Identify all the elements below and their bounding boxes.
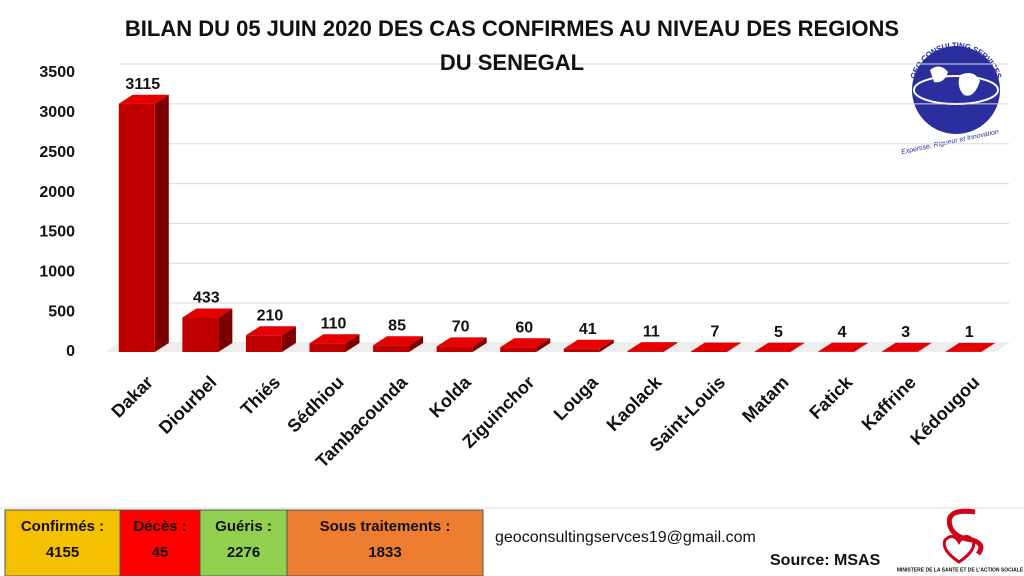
x-tick-label: Matam: [738, 372, 792, 426]
summary-label: Confirmés :: [21, 518, 104, 535]
value-label: 4: [838, 324, 847, 341]
x-tick-label: Kédougou: [906, 372, 983, 449]
bar-top: [118, 94, 169, 104]
y-tick-label: 1500: [39, 224, 75, 241]
bar-side: [663, 342, 678, 352]
bar-top: [754, 342, 805, 352]
value-label: 210: [257, 307, 284, 324]
bar-side: [409, 336, 424, 352]
value-label: 433: [193, 290, 220, 307]
x-tick-label: Fatick: [805, 371, 857, 423]
bar-side: [345, 334, 360, 352]
value-label: 110: [321, 315, 347, 332]
value-label: 7: [710, 324, 719, 341]
bar: [309, 343, 346, 352]
value-label: 3115: [125, 76, 160, 93]
y-tick-label: 3000: [39, 104, 75, 121]
bar: [118, 103, 155, 352]
summary-label: Sous traitements :: [320, 518, 451, 535]
bar-top: [881, 342, 932, 352]
x-tick-label: Dakar: [107, 372, 157, 422]
x-tick-label: Thiés: [237, 372, 284, 419]
y-tick-label: 1000: [39, 264, 75, 281]
bar: [627, 351, 664, 352]
value-label: 70: [452, 319, 470, 336]
y-tick-label: 500: [48, 303, 75, 320]
bar-top: [436, 337, 487, 347]
x-tick-label: Kaffrine: [858, 372, 920, 434]
value-label: 3: [901, 324, 910, 341]
ministry-logo: MINISTERE DE LA SANTE ET DE L'ACTION SOC…: [897, 508, 1024, 573]
bar: [245, 335, 282, 352]
summary-value: 2276: [227, 544, 260, 561]
x-tick-label: Kolda: [425, 371, 475, 421]
ministry-name: MINISTERE DE LA SANTE ET DE L'ACTION SOC…: [897, 567, 1024, 573]
bar-side: [281, 326, 296, 352]
y-tick-label: 0: [66, 343, 75, 360]
summary-box: [4, 509, 121, 576]
bar-top: [309, 334, 360, 344]
summary-box: [119, 509, 201, 576]
bar-top: [690, 342, 741, 352]
bar-top: [373, 336, 424, 346]
x-tick-label: Sédhiou: [283, 372, 347, 436]
summary-value: 1833: [368, 544, 401, 561]
y-tick-label: 3500: [39, 64, 75, 81]
summary-box: [286, 509, 484, 576]
bar-top: [627, 342, 678, 352]
bar-top: [245, 326, 296, 336]
geo-logo: GEO CONSULTING SERVICES Expertise, Rigue…: [901, 41, 1004, 156]
chart-title: BILAN DU 05 JUIN 2020 DES CAS CONFIRMES …: [124, 16, 912, 75]
value-label: 85: [388, 317, 406, 334]
value-label: 5: [774, 324, 783, 341]
bar: [436, 346, 473, 352]
bar: [563, 348, 600, 352]
floor: [105, 343, 1009, 352]
bar-top: [945, 342, 996, 352]
bar-side: [726, 342, 741, 352]
summary-box: [199, 509, 288, 576]
value-label: 41: [579, 321, 597, 338]
bar: [373, 345, 410, 352]
bar-top: [563, 339, 614, 349]
bar: [500, 347, 537, 352]
summary-value: 4155: [46, 544, 79, 561]
bar-side: [218, 308, 233, 352]
y-tick-label: 2000: [39, 184, 75, 201]
value-label: 60: [515, 319, 533, 336]
bar: [182, 317, 219, 352]
bar-top: [818, 342, 869, 352]
x-tick-label: Kaolack: [603, 371, 667, 435]
bar-side: [790, 342, 805, 352]
summary-value: 45: [152, 544, 169, 561]
email: geoconsultingservces19@gmail.com: [495, 529, 756, 546]
bar-side: [154, 94, 169, 352]
bar-top: [182, 308, 233, 318]
bar-side: [981, 342, 996, 352]
bar-side: [917, 342, 932, 352]
bar-top: [500, 338, 551, 348]
bar-side: [536, 338, 551, 352]
bar-side: [472, 337, 487, 352]
x-tick-label: Louga: [550, 371, 603, 424]
bar-side: [599, 339, 614, 352]
bar: [690, 351, 727, 352]
summary-label: Décès :: [133, 518, 186, 535]
value-label: 11: [643, 323, 660, 340]
source: Source: MSAS: [770, 552, 881, 569]
summary-label: Guéris :: [215, 518, 272, 535]
y-tick-label: 2500: [39, 144, 75, 161]
value-label: 1: [965, 324, 974, 341]
bar-side: [854, 342, 869, 352]
x-tick-label: Diourbel: [155, 372, 221, 438]
